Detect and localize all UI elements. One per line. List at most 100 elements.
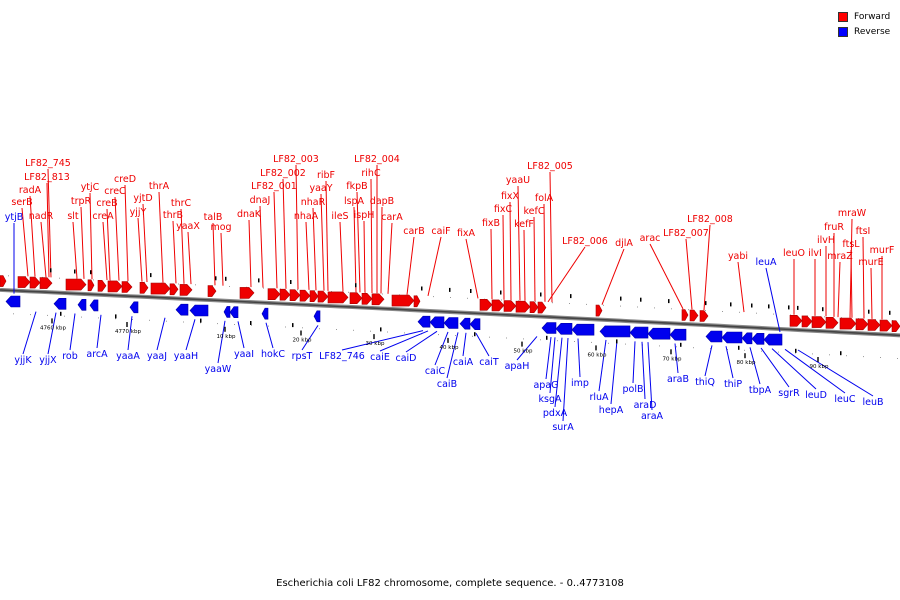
forward-leader-line <box>29 195 36 277</box>
reverse-gene-label: arcA <box>86 349 108 360</box>
guide-dot <box>761 350 762 352</box>
guide-dot <box>608 342 609 344</box>
reverse-gene-label: rob <box>62 351 78 362</box>
position-tick <box>640 297 642 302</box>
forward-leader-line <box>380 206 383 294</box>
forward-leader-line <box>533 216 536 302</box>
position-tick <box>795 348 797 353</box>
backbone-line <box>0 289 900 337</box>
forward-gene-label: creD <box>114 174 136 185</box>
position-tick <box>840 351 842 356</box>
forward-gene-label: ytjC <box>81 182 100 193</box>
forward-gene-arrow <box>169 283 179 296</box>
reverse-gene-arrow <box>429 316 445 329</box>
reverse-gene-label: leuB <box>862 397 883 408</box>
reverse-leader-line <box>797 349 874 397</box>
forward-gene-arrow <box>391 294 415 307</box>
guide-dot <box>302 327 303 329</box>
position-tick <box>738 345 740 350</box>
guide-dot <box>353 329 354 331</box>
forward-gene-label: fixA <box>457 228 476 239</box>
guide-dot <box>297 289 298 291</box>
forward-leader-line <box>543 203 546 302</box>
reverse-gene-arrow <box>763 333 783 346</box>
forward-leader-line <box>601 248 625 305</box>
forward-gene-arrow <box>87 279 95 292</box>
guide-dot <box>370 330 371 332</box>
guide-dot <box>166 320 167 322</box>
reverse-leader-line <box>237 321 245 349</box>
position-tick <box>768 304 770 309</box>
guide-dot <box>251 324 252 326</box>
position-tick <box>74 269 76 274</box>
forward-gene-arrow <box>65 278 87 291</box>
guide-dot <box>880 357 881 358</box>
forward-gene-label: slt <box>67 211 79 222</box>
forward-gene-label: trpR <box>71 196 92 207</box>
forward-gene-arrow <box>595 304 603 317</box>
guide-dot <box>234 324 235 325</box>
forward-gene-arrow <box>0 275 7 287</box>
forward-gene-arrow <box>139 281 149 294</box>
forward-gene-arrow <box>537 301 547 314</box>
forward-gene-arrow <box>207 285 217 297</box>
forward-leader-line <box>649 243 684 310</box>
forward-leader-line <box>295 164 299 290</box>
forward-gene-arrow <box>503 300 517 312</box>
reverse-gene-label: caiD <box>396 353 417 364</box>
reverse-gene-arrow <box>741 332 753 345</box>
guide-dot <box>863 356 864 358</box>
reverse-gene-label: yaaW <box>205 364 232 375</box>
reverse-leader-line <box>96 314 102 349</box>
forward-leader-line <box>370 178 373 294</box>
reverse-leader-line <box>632 341 636 384</box>
reverse-gene-label: tbpA <box>749 385 772 396</box>
forward-gene-label: radA <box>19 185 42 196</box>
forward-gene-label: nhaA <box>294 211 319 222</box>
forward-leader-line <box>387 222 393 294</box>
forward-leader-line <box>737 261 745 313</box>
forward-gene-arrow <box>289 289 301 302</box>
guide-dot <box>540 339 541 341</box>
forward-gene-label: LF82_001 <box>251 181 297 192</box>
reverse-gene-label: ksgA <box>539 394 562 405</box>
guide-dot <box>897 358 898 359</box>
forward-gene-label: ftsI <box>856 226 871 237</box>
reverse-swatch <box>838 26 848 37</box>
scale-label: 80 kbp <box>737 360 756 366</box>
position-tick <box>751 303 753 308</box>
reverse-gene-label: leuA <box>755 257 777 268</box>
scale-label: 10 kbp <box>217 334 236 340</box>
forward-gene-label: mraW <box>838 208 867 219</box>
forward-leader-line <box>850 249 853 318</box>
guide-dot <box>727 349 728 350</box>
reverse-gene-arrow <box>721 331 743 344</box>
forward-leader-line <box>142 203 148 283</box>
legend-reverse-label: Reverse <box>854 26 891 37</box>
reverse-gene-arrow <box>175 303 189 316</box>
guide-dot <box>829 354 830 356</box>
reverse-gene-label: yjjX <box>39 355 57 366</box>
legend-reverse: Reverse <box>838 24 890 39</box>
forward-gene-label: ispH <box>354 210 375 221</box>
forward-leader-line <box>259 205 264 288</box>
guide-dot <box>501 299 502 301</box>
forward-gene-label: carA <box>381 212 403 223</box>
reverse-gene-label: yaaJ <box>147 351 167 362</box>
forward-gene-arrow <box>299 289 311 302</box>
reverse-leader-line <box>549 337 556 394</box>
guide-dot <box>489 336 490 338</box>
forward-gene-label: LF82_003 <box>273 154 319 165</box>
forward-leader-line <box>406 236 415 295</box>
position-tick <box>620 296 622 301</box>
reverse-gene-arrow <box>53 297 67 310</box>
forward-gene-arrow <box>267 288 281 301</box>
guide-dot <box>268 325 269 327</box>
reverse-gene-label: rluA <box>589 392 609 403</box>
position-tick <box>292 323 294 328</box>
guide-dot <box>841 317 842 319</box>
reverse-gene-label: thiQ <box>695 377 715 388</box>
forward-gene-label: arac <box>640 233 661 244</box>
reverse-leader-line <box>725 346 734 379</box>
reverse-gene-label: yaaI <box>234 349 254 360</box>
